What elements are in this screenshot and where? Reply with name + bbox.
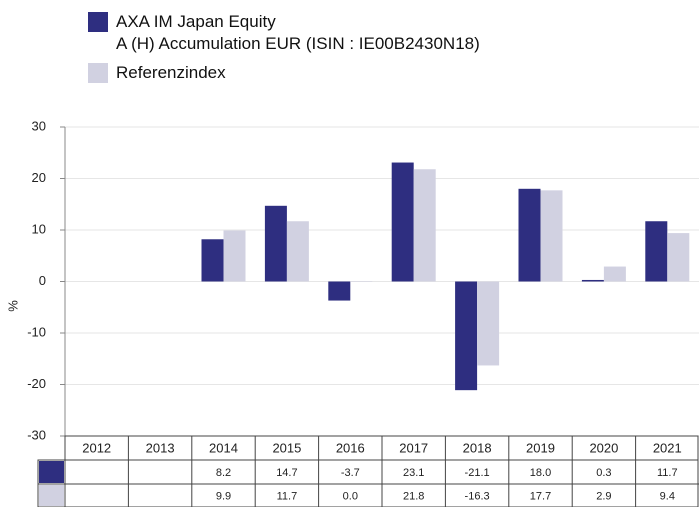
x-tick-label: 2014 bbox=[209, 440, 238, 455]
bar bbox=[477, 281, 500, 366]
legend-label: AXA IM Japan Equity A (H) Accumulation E… bbox=[116, 12, 480, 53]
table-value: -3.7 bbox=[341, 467, 360, 479]
y-axis-label: % bbox=[5, 300, 20, 312]
table-value: -16.3 bbox=[465, 490, 490, 502]
table-value: 17.7 bbox=[530, 490, 551, 502]
x-tick-label: 2012 bbox=[82, 440, 111, 455]
table-value: 0.3 bbox=[596, 467, 611, 479]
bar bbox=[328, 281, 351, 301]
x-tick-label: 2016 bbox=[336, 440, 365, 455]
y-tick-label: 10 bbox=[32, 221, 46, 236]
table-value: 2.9 bbox=[596, 490, 611, 502]
y-tick-label: -20 bbox=[27, 376, 46, 391]
table-value: 21.8 bbox=[403, 490, 424, 502]
bar bbox=[581, 279, 604, 282]
x-tick-label: 2013 bbox=[146, 440, 175, 455]
legend-swatch bbox=[88, 63, 108, 83]
table-value: 0.0 bbox=[343, 490, 358, 502]
bar bbox=[350, 281, 373, 282]
bar bbox=[201, 239, 224, 282]
bar bbox=[667, 233, 690, 282]
bar bbox=[518, 188, 541, 282]
table-value: 11.7 bbox=[657, 467, 678, 479]
y-tick-label: -30 bbox=[27, 427, 46, 442]
table-swatch bbox=[39, 485, 64, 506]
table-value: 11.7 bbox=[277, 490, 298, 502]
bar bbox=[223, 230, 246, 282]
x-tick-label: 2017 bbox=[399, 440, 428, 455]
bar bbox=[603, 266, 626, 282]
bar bbox=[455, 281, 478, 391]
y-tick-label: 30 bbox=[32, 118, 46, 133]
bar bbox=[286, 221, 309, 282]
table-value: 8.2 bbox=[216, 467, 231, 479]
bar bbox=[264, 205, 287, 282]
x-tick-label: 2019 bbox=[526, 440, 555, 455]
legend-swatch bbox=[88, 12, 108, 32]
table-value: 9.4 bbox=[660, 490, 675, 502]
table-value: 9.9 bbox=[216, 490, 231, 502]
legend-label: Referenzindex bbox=[116, 63, 226, 82]
y-tick-label: -10 bbox=[27, 324, 46, 339]
x-tick-label: 2015 bbox=[272, 440, 301, 455]
y-tick-label: 20 bbox=[32, 170, 46, 185]
y-tick-label: 0 bbox=[39, 273, 46, 288]
bar bbox=[540, 190, 563, 282]
bar bbox=[645, 221, 668, 282]
x-tick-label: 2018 bbox=[463, 440, 492, 455]
bar bbox=[413, 169, 436, 282]
x-tick-label: 2020 bbox=[589, 440, 618, 455]
table-value: 18.0 bbox=[530, 467, 551, 479]
table-value: 23.1 bbox=[403, 467, 424, 479]
table-value: 14.7 bbox=[276, 467, 297, 479]
x-tick-label: 2021 bbox=[653, 440, 682, 455]
table-value: -21.1 bbox=[465, 467, 490, 479]
table-swatch bbox=[39, 461, 64, 483]
bar bbox=[391, 162, 414, 282]
